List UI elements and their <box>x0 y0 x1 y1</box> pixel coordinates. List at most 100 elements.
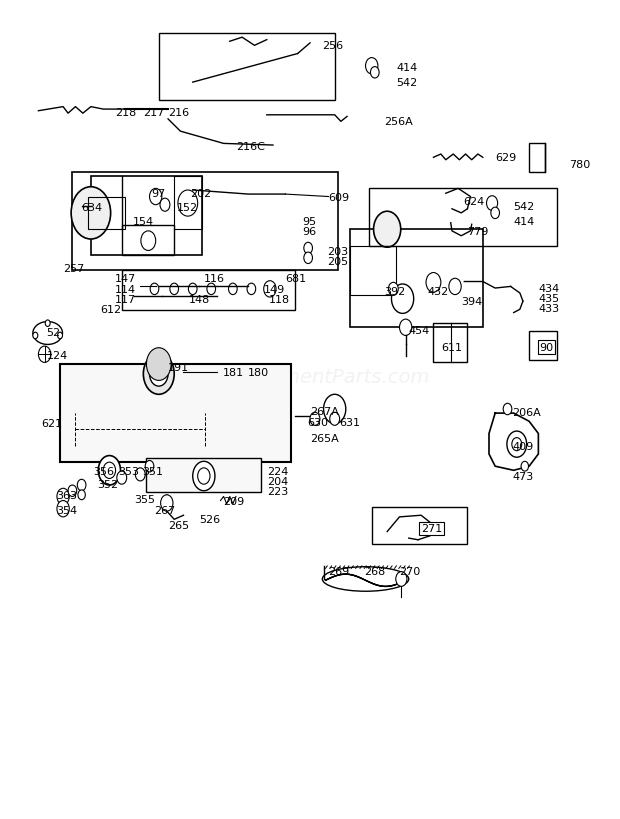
Bar <box>350 230 483 328</box>
Circle shape <box>310 413 320 426</box>
Circle shape <box>68 486 77 497</box>
Circle shape <box>399 319 412 336</box>
Circle shape <box>170 284 179 295</box>
Circle shape <box>264 282 276 297</box>
Text: 97: 97 <box>151 189 166 199</box>
Circle shape <box>99 456 120 486</box>
Text: 180: 180 <box>248 368 270 378</box>
Circle shape <box>141 232 156 251</box>
Text: 630: 630 <box>307 418 328 428</box>
Circle shape <box>388 283 398 296</box>
Text: 363: 363 <box>56 491 77 500</box>
Circle shape <box>161 495 173 512</box>
Circle shape <box>374 212 401 248</box>
Circle shape <box>507 432 526 458</box>
Circle shape <box>58 333 63 339</box>
Text: 265A: 265A <box>310 434 339 444</box>
Circle shape <box>33 333 38 339</box>
Circle shape <box>143 354 174 395</box>
Text: 154: 154 <box>133 217 154 227</box>
Circle shape <box>57 489 69 505</box>
Circle shape <box>304 243 312 255</box>
Text: 267A: 267A <box>310 406 339 416</box>
Text: 203: 203 <box>327 247 348 257</box>
Bar <box>433 324 467 362</box>
Text: 124: 124 <box>46 351 68 360</box>
Circle shape <box>512 438 521 451</box>
Text: 353: 353 <box>118 467 140 477</box>
Text: 612: 612 <box>100 305 122 315</box>
Text: 409: 409 <box>513 441 534 451</box>
Circle shape <box>503 404 512 415</box>
Text: 269: 269 <box>329 566 350 576</box>
Circle shape <box>38 346 51 363</box>
Circle shape <box>366 58 378 75</box>
Circle shape <box>330 413 340 426</box>
Text: 271: 271 <box>421 523 442 534</box>
Text: 435: 435 <box>538 293 559 304</box>
Bar <box>91 177 202 256</box>
Text: 526: 526 <box>199 514 220 525</box>
Circle shape <box>45 320 50 327</box>
Bar <box>60 364 291 463</box>
Bar <box>146 459 260 493</box>
Text: 206A: 206A <box>513 408 541 418</box>
Circle shape <box>193 462 215 491</box>
Circle shape <box>491 208 500 219</box>
Text: 611: 611 <box>441 342 462 352</box>
Text: 218: 218 <box>115 107 137 117</box>
Text: 621: 621 <box>42 419 63 428</box>
Text: 414: 414 <box>514 217 535 227</box>
Text: 265: 265 <box>168 520 189 531</box>
Text: 95: 95 <box>302 217 316 227</box>
Circle shape <box>78 491 86 500</box>
Text: 52: 52 <box>46 328 61 337</box>
Text: 217: 217 <box>143 107 164 117</box>
Text: 181: 181 <box>223 368 244 378</box>
Text: 204: 204 <box>267 477 288 486</box>
Text: 216: 216 <box>168 107 189 117</box>
Text: 392: 392 <box>384 286 405 296</box>
Circle shape <box>487 197 498 211</box>
Circle shape <box>178 191 198 217</box>
Circle shape <box>198 468 210 485</box>
Text: 116: 116 <box>204 274 225 284</box>
Text: 394: 394 <box>461 296 482 307</box>
Bar <box>174 177 202 230</box>
Text: 147: 147 <box>114 274 136 284</box>
Bar <box>73 173 338 271</box>
Text: 205: 205 <box>327 257 348 267</box>
Circle shape <box>247 284 255 295</box>
Text: 268: 268 <box>365 566 386 576</box>
Text: 624: 624 <box>463 197 484 207</box>
Text: 609: 609 <box>329 192 350 202</box>
Bar <box>529 144 544 173</box>
Circle shape <box>304 253 312 265</box>
Text: 223: 223 <box>267 486 288 496</box>
Text: 414: 414 <box>396 63 418 74</box>
Bar <box>372 508 467 544</box>
Circle shape <box>149 189 162 206</box>
Circle shape <box>71 188 110 240</box>
Circle shape <box>57 501 69 518</box>
Circle shape <box>149 362 168 387</box>
Text: 432: 432 <box>427 286 448 296</box>
Circle shape <box>391 285 414 314</box>
Circle shape <box>426 274 441 292</box>
Text: 96: 96 <box>302 227 316 237</box>
Circle shape <box>135 468 145 482</box>
Text: 90: 90 <box>539 342 554 352</box>
Text: 118: 118 <box>268 295 290 305</box>
Text: 267: 267 <box>154 505 175 516</box>
Text: 257: 257 <box>63 264 84 274</box>
Text: 270: 270 <box>399 566 421 576</box>
Text: 356: 356 <box>93 467 113 477</box>
Text: 256: 256 <box>322 41 343 52</box>
Text: 354: 354 <box>56 505 77 516</box>
Circle shape <box>521 462 528 472</box>
Text: 629: 629 <box>495 153 516 163</box>
Text: 216C: 216C <box>236 142 265 152</box>
Circle shape <box>449 279 461 295</box>
Text: 681: 681 <box>285 274 306 284</box>
Text: 202: 202 <box>190 189 211 199</box>
